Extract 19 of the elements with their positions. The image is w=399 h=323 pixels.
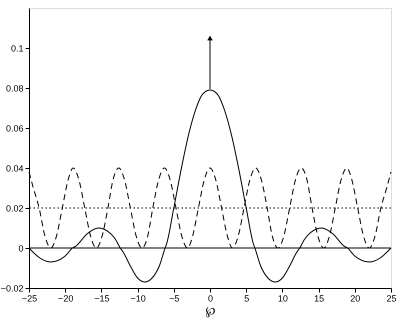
y-tick-label: 0.04 — [6, 164, 24, 174]
x-tick-label: −25 — [22, 294, 38, 304]
x-tick-label: 0 — [208, 294, 214, 304]
y-tick-label: −0.02 — [0, 284, 24, 294]
x-tick-label: −5 — [169, 294, 180, 304]
x-axis-title: ℘ — [206, 304, 216, 318]
x-tick-label: 5 — [244, 294, 250, 304]
x-tick-label: 10 — [278, 294, 288, 304]
x-tick-label: −20 — [58, 294, 74, 304]
y-tick-label: 0.1 — [10, 44, 24, 54]
y-tick-label: 0.02 — [6, 204, 24, 214]
x-tick-label: 25 — [386, 294, 397, 304]
y-tick-label: 0 — [18, 244, 24, 254]
x-tick-label: 20 — [350, 294, 360, 304]
x-tick-label: −15 — [94, 294, 110, 304]
x-tick-label: −10 — [130, 294, 146, 304]
x-tick-label: 15 — [314, 294, 324, 304]
y-tick-label: 0.08 — [6, 84, 24, 94]
y-tick-label: 0.06 — [6, 124, 24, 134]
